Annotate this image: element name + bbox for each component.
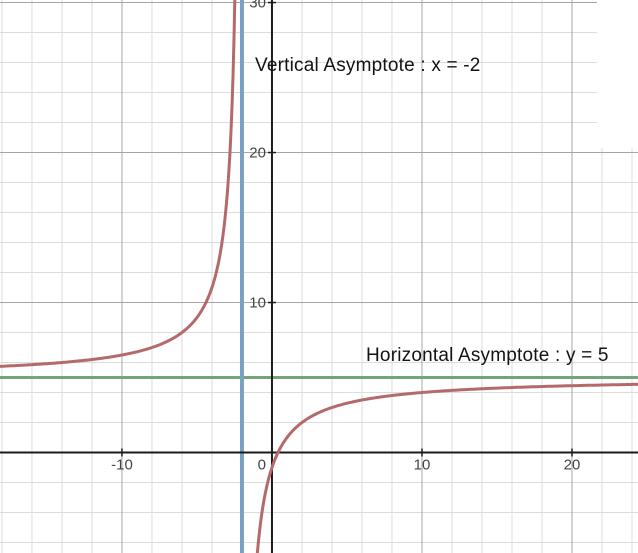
- x-tick-label: -10: [111, 457, 133, 474]
- tick-labels: -10 0 10 20 10 20 30: [111, 0, 580, 474]
- y-tick-label: 20: [249, 145, 266, 162]
- x-tick-label: 20: [564, 457, 581, 474]
- y-tick-label: 10: [249, 295, 266, 312]
- x-tick-label: 10: [414, 457, 431, 474]
- y-tick-label: 30: [249, 0, 266, 12]
- curve-right-branch: [255, 382, 638, 553]
- curve-left-branch: [0, 0, 237, 368]
- x-tick-label: 0: [258, 457, 266, 474]
- blank-overlay-region: [597, 0, 638, 148]
- horizontal-asymptote-label: Horizontal Asymptote : y = 5: [366, 345, 609, 366]
- axis-ticks: [121, 1, 573, 457]
- vertical-asymptote-label: Vertical Asymptote : x = -2: [255, 55, 481, 76]
